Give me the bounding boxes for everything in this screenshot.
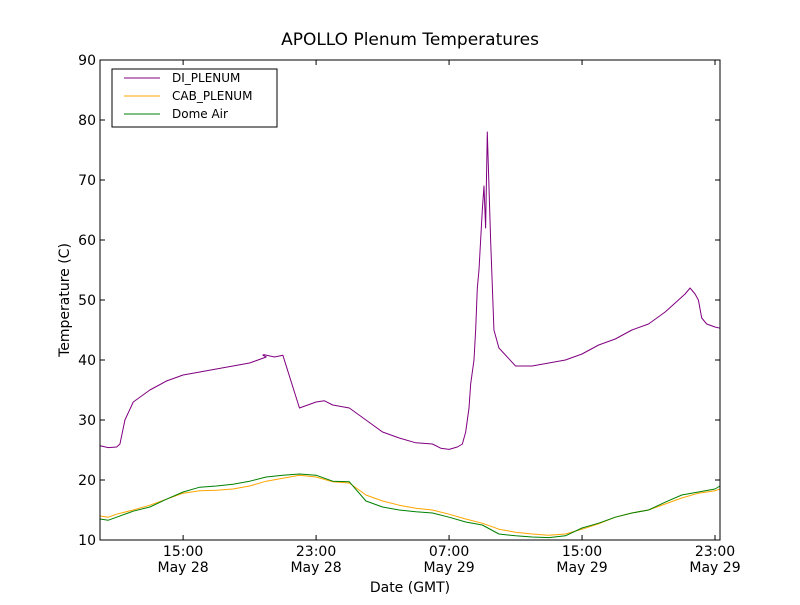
x-tick-date-label: May 29 — [423, 560, 474, 576]
series-line-di-plenum — [99, 131, 721, 450]
y-tick-label: 40 — [78, 353, 96, 369]
series-line-dome-air — [99, 473, 721, 539]
y-tick-label: 60 — [78, 233, 96, 249]
legend-box — [111, 68, 278, 128]
x-tick-date-label: May 29 — [556, 560, 607, 576]
legend-label: Dome Air — [172, 107, 228, 121]
y-tick-label: 80 — [78, 113, 96, 129]
x-tick-date-label: May 29 — [689, 560, 740, 576]
y-tick-label: 10 — [78, 533, 96, 549]
legend-label: DI_PLENUM — [172, 71, 240, 85]
legend-label: CAB_PLENUM — [172, 89, 252, 103]
y-tick-label: 90 — [78, 53, 96, 69]
y-tick-label: 20 — [78, 473, 96, 489]
x-tick-time-label: 07:00 — [429, 544, 469, 560]
y-axis-title: Temperature (C) — [57, 243, 73, 358]
x-tick-time-label: 15:00 — [562, 544, 602, 560]
x-tick-time-label: 23:00 — [695, 544, 735, 560]
x-axis-title: Date (GMT) — [370, 580, 450, 596]
y-tick-label: 50 — [78, 293, 96, 309]
legend: DI_PLENUM CAB_PLENUM Dome Air — [111, 68, 278, 128]
x-tick-time-label: 23:00 — [296, 544, 336, 560]
x-tick-time-label: 15:00 — [163, 544, 203, 560]
x-tick-date-label: May 28 — [290, 560, 341, 576]
y-tick-label: 30 — [78, 413, 96, 429]
x-tick-date-label: May 28 — [158, 560, 209, 576]
plot-frame — [99, 59, 721, 541]
chart-title: APOLLO Plenum Temperatures — [281, 30, 539, 50]
y-tick-label: 70 — [78, 173, 96, 189]
